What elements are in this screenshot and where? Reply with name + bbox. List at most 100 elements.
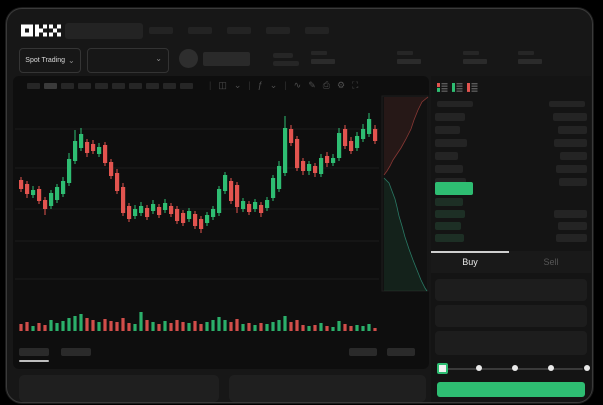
slider-stop[interactable] (512, 365, 518, 371)
buy-submit-button[interactable] (437, 382, 585, 397)
bottom-panel-left[interactable] (19, 375, 219, 402)
ask-price-bar[interactable] (435, 152, 458, 160)
slider-stop[interactable] (584, 365, 590, 371)
indicators-icon[interactable]: ƒ (257, 80, 263, 90)
market-type-dropdown[interactable]: Spot Trading ⌄ (19, 48, 81, 73)
ticker-stat (311, 51, 335, 64)
timeframe-button[interactable] (61, 83, 74, 89)
chart-tab[interactable] (61, 348, 91, 356)
bid-price-bar[interactable] (435, 234, 464, 242)
stat-label-placeholder (311, 51, 327, 55)
fullscreen-icon[interactable]: ⛶ (352, 80, 359, 90)
timeframe-button[interactable] (163, 83, 176, 89)
trade-tab-row (431, 251, 591, 273)
stat-label-placeholder (397, 51, 413, 55)
line-tool-icon[interactable]: ∿ (293, 80, 302, 90)
coin-icon (179, 49, 198, 68)
nav-item[interactable] (305, 27, 329, 34)
timeframe-button[interactable] (112, 83, 125, 89)
pair-name-placeholder (203, 52, 250, 66)
chevron-down-icon: ⌄ (68, 55, 75, 65)
ask-amount-bar[interactable] (553, 113, 587, 121)
price-field[interactable] (435, 279, 587, 301)
chart-toolbar-icons: | ◫ ⌄ | ƒ ⌄ | ∿ ✎ ⎙ ⚙ ⛶ (209, 78, 358, 92)
last-price-placeholder (273, 53, 293, 58)
bid-price-bar[interactable] (435, 210, 465, 218)
stat-value-placeholder (463, 59, 487, 64)
nav-item[interactable] (149, 27, 173, 34)
ask-amount-bar[interactable] (559, 178, 587, 186)
bid-amount-bar[interactable] (558, 222, 587, 230)
chart-options-placeholder[interactable] (349, 348, 377, 356)
nav-item[interactable] (266, 27, 290, 34)
amount-column-header-placeholder (549, 101, 585, 107)
ask-price-bar[interactable] (435, 165, 463, 173)
book-asks-icon[interactable] (467, 82, 478, 93)
ask-amount-bar[interactable] (560, 152, 587, 160)
amount-slider-track[interactable] (439, 368, 583, 370)
screenshot-icon[interactable]: ⎙ (322, 80, 330, 90)
ask-amount-bar[interactable] (558, 126, 587, 134)
last-price-highlight[interactable] (435, 182, 473, 195)
chevron-down-icon[interactable]: ⌄ (233, 80, 242, 90)
timeframe-button[interactable] (180, 83, 193, 89)
divider: | (248, 80, 251, 90)
stat-label-placeholder (463, 51, 479, 55)
nav-item[interactable] (188, 27, 212, 34)
stat-label-placeholder (518, 51, 534, 55)
bid-price-bar[interactable] (435, 198, 463, 206)
active-chart-tab-underline (19, 360, 49, 362)
divider: | (209, 80, 212, 90)
ask-amount-bar[interactable] (554, 139, 587, 147)
ticker-stat (518, 51, 542, 64)
okx-logo-svg (21, 24, 61, 37)
ask-price-bar[interactable] (435, 113, 465, 121)
stat-value-placeholder (397, 59, 421, 64)
tab-sell[interactable]: Sell (543, 257, 559, 267)
ticker-stat (397, 51, 421, 64)
ask-price-bar[interactable] (435, 126, 460, 134)
market-type-label: Spot Trading (25, 57, 65, 64)
timeframe-bar (27, 83, 193, 89)
book-all-icon[interactable] (437, 82, 448, 93)
slider-stop[interactable] (548, 365, 554, 371)
active-tab-indicator (431, 251, 509, 253)
chart-options-placeholder[interactable] (387, 348, 415, 356)
ask-amount-bar[interactable] (556, 165, 587, 173)
chevron-down-icon: ⌄ (155, 54, 162, 63)
last-price-block (273, 53, 299, 66)
orderbook-trade-panel: Buy Sell (431, 76, 591, 402)
ticker-stat (463, 51, 487, 64)
slider-handle[interactable] (437, 363, 448, 374)
timeframe-button[interactable] (44, 83, 57, 89)
timeframe-button[interactable] (129, 83, 142, 89)
okx-app-window: Spot Trading ⌄ ⌄ | ◫ ⌄ | ƒ ⌄ | ∿ ✎ ⎙ ⚙ ⛶ Buy Sell (6, 8, 593, 403)
divider: | (284, 80, 287, 90)
timeframe-button[interactable] (27, 83, 40, 89)
nav-item[interactable] (227, 27, 251, 34)
pair-dropdown[interactable]: ⌄ (87, 48, 169, 73)
total-field[interactable] (435, 331, 587, 355)
timeframe-button[interactable] (146, 83, 159, 89)
top-nav (149, 27, 329, 34)
settings-icon[interactable]: ⚙ (336, 80, 346, 90)
chart-style-icon[interactable]: ◫ (218, 80, 227, 90)
amount-field[interactable] (435, 305, 587, 327)
bid-amount-bar[interactable] (556, 234, 587, 242)
chart-tab[interactable] (19, 348, 49, 356)
bid-amount-bar[interactable] (554, 210, 587, 218)
chart-panel: | ◫ ⌄ | ƒ ⌄ | ∿ ✎ ⎙ ⚙ ⛶ (13, 76, 429, 369)
draw-tool-icon[interactable]: ✎ (308, 80, 316, 90)
tab-buy[interactable]: Buy (462, 257, 478, 267)
book-bids-icon[interactable] (452, 82, 463, 93)
ask-price-bar[interactable] (435, 139, 467, 147)
bid-price-bar[interactable] (435, 222, 461, 230)
okx-logo[interactable] (21, 24, 61, 37)
timeframe-button[interactable] (95, 83, 108, 89)
timeframe-button[interactable] (78, 83, 91, 89)
search-input[interactable] (65, 23, 143, 39)
chevron-down-icon[interactable]: ⌄ (269, 80, 278, 90)
slider-stop[interactable] (476, 365, 482, 371)
price-chart[interactable] (13, 76, 429, 369)
bottom-panel-right[interactable] (229, 375, 426, 402)
